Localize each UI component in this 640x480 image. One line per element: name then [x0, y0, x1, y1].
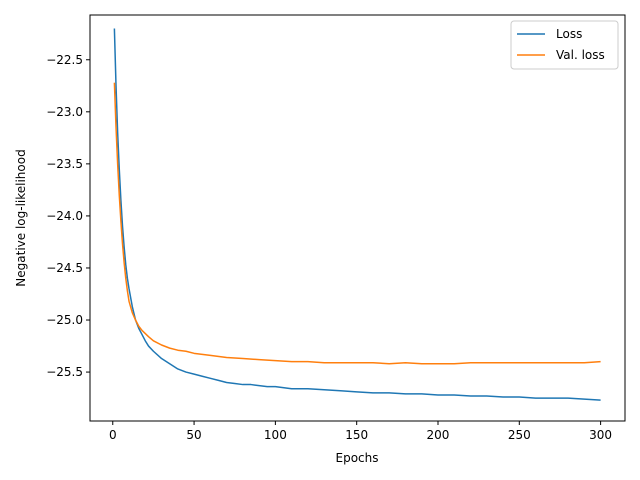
series-line-val-loss: [113, 82, 601, 365]
y-tick-label: −24.0: [46, 209, 83, 223]
legend-box: [510, 20, 619, 70]
x-tick-label: 200: [427, 428, 450, 442]
y-tick-label: −23.0: [46, 105, 83, 119]
x-tick-label: 300: [589, 428, 612, 442]
plot-lines: [113, 28, 601, 401]
legend-label-val-loss: Val. loss: [556, 48, 605, 62]
y-tick-label: −24.5: [46, 261, 83, 275]
x-tick-label: 100: [264, 428, 287, 442]
plot-area-frame: [89, 14, 626, 422]
y-axis-label: Negative log-likelihood: [14, 149, 28, 286]
x-tick-label: 150: [345, 428, 368, 442]
y-tick-label: −25.5: [46, 365, 83, 379]
x-axis-label: Epochs: [336, 451, 379, 465]
legend-label-loss: Loss: [556, 27, 582, 41]
x-tick-label: 250: [508, 428, 531, 442]
x-tick-label: 50: [186, 428, 201, 442]
legend: Loss Val. loss: [510, 20, 619, 70]
x-tick-label: 0: [109, 428, 117, 442]
x-axis-ticks: 0 50 100 150 200 250 300: [109, 421, 612, 442]
y-tick-label: −22.5: [46, 53, 83, 67]
y-axis-ticks: −22.5 −23.0 −23.5 −24.0 −24.5 −25.0 −25.5: [46, 53, 90, 379]
y-tick-label: −23.5: [46, 157, 83, 171]
series-line-loss: [113, 28, 601, 401]
y-tick-label: −25.0: [46, 313, 83, 327]
